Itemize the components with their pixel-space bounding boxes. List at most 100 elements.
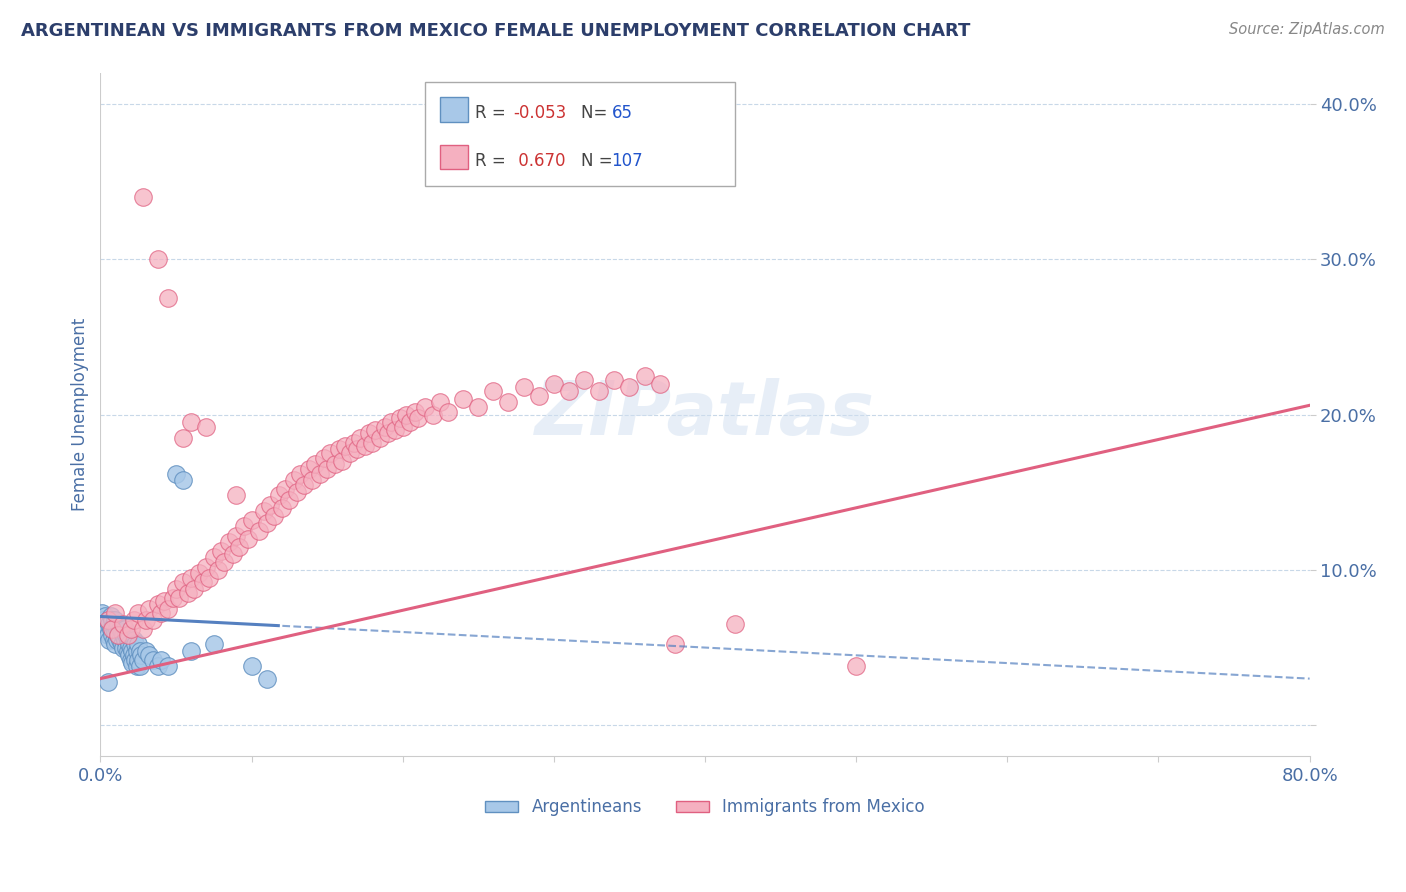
Point <box>288 467 311 481</box>
Legend: Argentineans, Immigrants from Mexico: Argentineans, Immigrants from Mexico <box>478 792 932 823</box>
Point <box>104 607 127 621</box>
Point <box>467 400 489 414</box>
Point <box>107 628 129 642</box>
Text: N =: N = <box>581 152 617 169</box>
Point <box>259 498 281 512</box>
Point <box>129 648 152 663</box>
Point <box>135 613 157 627</box>
Point <box>404 404 426 418</box>
Point <box>107 617 129 632</box>
Point <box>122 613 145 627</box>
Point <box>527 389 550 403</box>
Text: R =: R = <box>475 152 512 169</box>
Point <box>283 473 305 487</box>
Point <box>135 643 157 657</box>
Point <box>120 622 142 636</box>
Point <box>195 559 218 574</box>
Point <box>101 628 124 642</box>
Point <box>191 575 214 590</box>
Point <box>238 532 260 546</box>
Point <box>97 628 120 642</box>
Point <box>180 643 202 657</box>
Point <box>90 607 112 621</box>
Point <box>125 659 148 673</box>
Point <box>112 617 135 632</box>
Point <box>512 379 534 393</box>
Point <box>101 622 124 636</box>
Point <box>543 376 565 391</box>
Point <box>619 379 641 393</box>
Point <box>298 462 321 476</box>
Point <box>319 446 342 460</box>
Point <box>451 392 474 406</box>
Point <box>142 613 165 627</box>
Point <box>96 625 118 640</box>
Point <box>117 643 139 657</box>
Point <box>603 374 626 388</box>
Point <box>572 374 595 388</box>
Point <box>312 451 335 466</box>
Point <box>128 659 150 673</box>
Point <box>118 637 141 651</box>
Point <box>121 656 143 670</box>
Point <box>96 617 118 632</box>
Point <box>263 508 285 523</box>
Point <box>173 473 195 487</box>
Point <box>316 462 339 476</box>
Point <box>202 550 225 565</box>
Point <box>209 544 232 558</box>
Point <box>122 632 145 647</box>
Point <box>157 291 180 305</box>
Point <box>128 643 150 657</box>
Point <box>108 622 131 636</box>
Point <box>377 426 399 441</box>
Point <box>103 617 125 632</box>
Point <box>100 622 122 636</box>
Point <box>415 400 437 414</box>
Point <box>406 410 429 425</box>
Text: 0.670: 0.670 <box>513 152 565 169</box>
Point <box>131 653 153 667</box>
Point <box>149 653 172 667</box>
Point <box>97 613 120 627</box>
Point <box>146 659 169 673</box>
Point <box>349 431 371 445</box>
Point <box>114 622 136 636</box>
Point <box>354 439 377 453</box>
Point <box>330 454 353 468</box>
Point <box>115 628 138 642</box>
Point <box>124 637 146 651</box>
Point <box>359 426 381 441</box>
Point <box>422 408 444 422</box>
Point <box>301 473 323 487</box>
Text: ZIPatlas: ZIPatlas <box>536 378 875 451</box>
Point <box>149 607 172 621</box>
Point <box>173 575 195 590</box>
Point <box>114 632 136 647</box>
Point <box>146 597 169 611</box>
Point <box>138 601 160 615</box>
Text: ARGENTINEAN VS IMMIGRANTS FROM MEXICO FEMALE UNEMPLOYMENT CORRELATION CHART: ARGENTINEAN VS IMMIGRANTS FROM MEXICO FE… <box>21 22 970 40</box>
Text: Source: ZipAtlas.com: Source: ZipAtlas.com <box>1229 22 1385 37</box>
Point <box>103 632 125 647</box>
Point <box>104 625 127 640</box>
Point <box>429 395 451 409</box>
Point <box>101 613 124 627</box>
Point <box>267 488 290 502</box>
Point <box>270 500 292 515</box>
Point <box>187 566 209 580</box>
Point <box>180 571 202 585</box>
Point <box>127 637 149 651</box>
Point <box>225 529 247 543</box>
Point <box>633 368 655 383</box>
Point <box>98 617 121 632</box>
Point <box>294 477 316 491</box>
Point <box>308 467 330 481</box>
Point <box>388 410 411 425</box>
Text: N=: N= <box>581 104 612 122</box>
Point <box>222 548 245 562</box>
Point <box>437 404 460 418</box>
Point <box>240 513 263 527</box>
Point <box>120 640 142 655</box>
Point <box>343 435 366 450</box>
